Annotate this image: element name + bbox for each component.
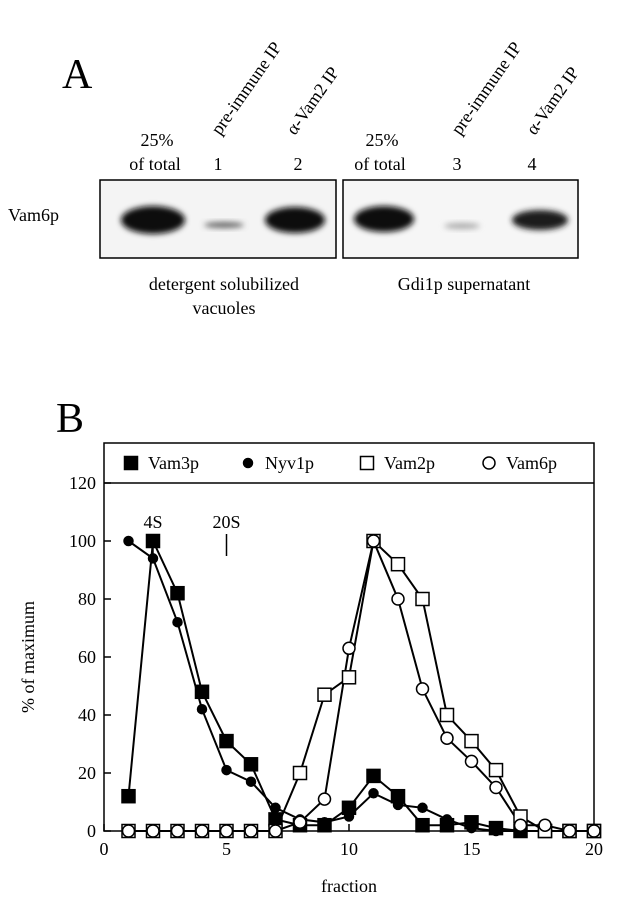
data-point [341, 670, 357, 685]
panel-label: A [62, 52, 93, 98]
data-point [195, 824, 209, 838]
data-point [170, 824, 185, 838]
lane-header: 25% [141, 130, 174, 150]
legend-marker [123, 455, 139, 471]
data-point [440, 731, 454, 745]
legend-label: Vam3p [148, 453, 199, 473]
data-point [221, 764, 232, 776]
y-tick-label: 20 [78, 763, 96, 783]
data-point [513, 818, 528, 832]
annotation: 20S [212, 512, 240, 532]
data-point [488, 762, 504, 778]
lane-header: of total [354, 154, 406, 174]
data-point [317, 687, 332, 702]
y-axis-label: % of maximum [18, 601, 38, 713]
data-point [562, 824, 577, 838]
legend-marker [359, 455, 375, 471]
data-point [172, 616, 183, 628]
data-point [317, 792, 332, 806]
data-point [219, 733, 234, 749]
data-point [343, 811, 355, 822]
data-point [538, 818, 552, 832]
lane-number: 3 [453, 154, 462, 174]
legend-marker [242, 457, 254, 469]
data-point [439, 707, 455, 723]
x-tick-label: 15 [463, 839, 481, 859]
data-point [243, 757, 259, 772]
data-point [146, 824, 160, 838]
data-point [196, 703, 208, 715]
data-point [391, 592, 405, 606]
data-point [464, 754, 479, 769]
y-tick-label: 120 [69, 473, 96, 493]
data-point [123, 535, 134, 547]
lane-number: 4 [528, 154, 537, 174]
data-point [170, 585, 185, 601]
data-point [366, 768, 381, 784]
data-point [342, 641, 356, 656]
y-tick-label: 0 [87, 821, 96, 841]
blot [99, 179, 337, 259]
data-point [417, 802, 428, 814]
blot [342, 179, 579, 259]
y-tick-label: 40 [78, 705, 96, 725]
lane-number: 2 [294, 154, 303, 174]
data-point [244, 824, 258, 838]
data-point [368, 788, 379, 799]
x-tick-label: 5 [222, 839, 231, 859]
data-point [366, 534, 381, 548]
blot-caption: vacuoles [193, 298, 256, 318]
data-point [121, 824, 136, 838]
x-tick-label: 10 [340, 839, 358, 859]
data-point [466, 822, 477, 834]
data-point [319, 817, 330, 828]
legend-label: Nyv1p [265, 453, 314, 473]
data-point [415, 591, 430, 607]
legend-marker [482, 456, 496, 470]
data-point [268, 824, 283, 838]
blot-caption: detergent solubilized [149, 274, 299, 294]
annotation: 4S [143, 512, 162, 532]
data-point [219, 824, 234, 838]
data-point [145, 533, 161, 549]
data-point [392, 799, 404, 811]
blot-caption: Gdi1p supernatant [398, 274, 530, 294]
legend-label: Vam2p [384, 453, 435, 473]
y-tick-label: 100 [69, 531, 96, 551]
y-tick-label: 60 [78, 647, 96, 667]
data-point [292, 765, 308, 781]
data-point [390, 556, 406, 572]
panel-label: B [56, 396, 84, 442]
lane-header: of total [129, 154, 181, 174]
x-tick-label: 0 [100, 839, 109, 859]
data-point [245, 776, 257, 787]
data-point [147, 553, 159, 564]
data-point [464, 733, 479, 749]
lane-number: 1 [214, 154, 223, 174]
data-point [270, 802, 281, 814]
data-point [415, 817, 430, 833]
row-label: Vam6p [8, 205, 59, 225]
x-axis-label: fraction [321, 876, 377, 896]
data-point [587, 824, 601, 838]
y-tick-label: 80 [78, 589, 96, 609]
data-point [490, 825, 502, 837]
data-point [194, 684, 210, 700]
data-point [121, 788, 136, 804]
legend-label: Vam6p [506, 453, 557, 473]
data-point [441, 814, 453, 825]
data-point [415, 682, 430, 696]
data-point [293, 815, 307, 830]
data-point [489, 780, 503, 795]
x-tick-label: 20 [585, 839, 603, 859]
lane-header: 25% [366, 130, 399, 150]
